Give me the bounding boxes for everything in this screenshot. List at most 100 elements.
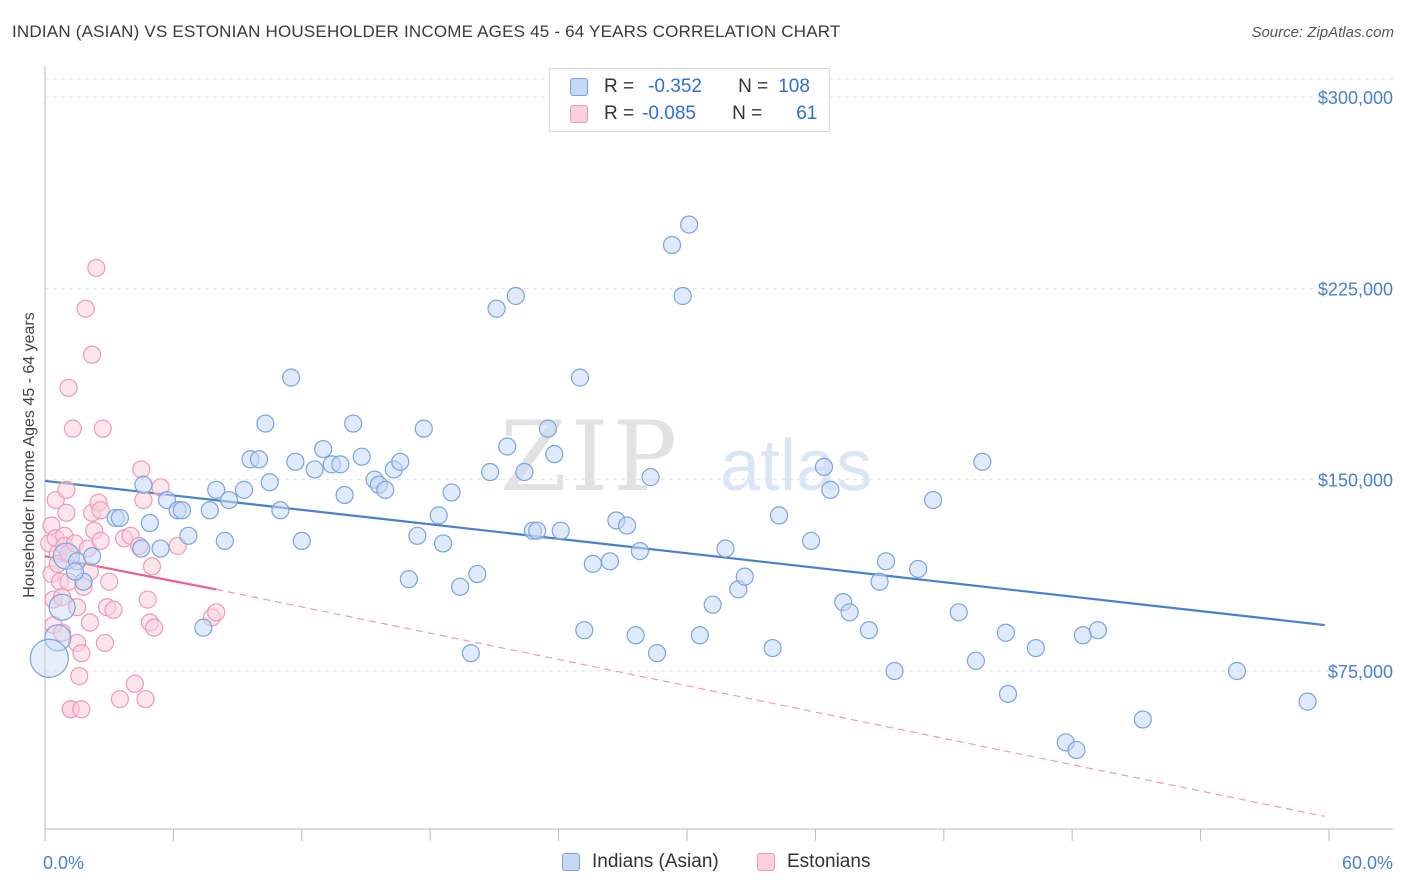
estonians-point <box>82 345 102 364</box>
indians-point <box>481 462 500 482</box>
indians-point <box>1088 621 1107 640</box>
legend-n-label: N = <box>732 103 763 124</box>
estonians-point <box>72 700 91 719</box>
indians-point <box>376 480 395 499</box>
indians-point <box>909 559 928 579</box>
estonians-trend-extension <box>216 588 1325 818</box>
indians-point <box>870 572 889 591</box>
indians-point <box>515 462 534 482</box>
bottom-legend-label: Estonians <box>787 851 871 872</box>
indians-point <box>1133 710 1152 729</box>
estonians-point <box>76 299 95 318</box>
indians-point <box>352 447 371 466</box>
indians-point <box>179 526 198 545</box>
indians-point <box>545 445 564 464</box>
indians-point <box>1026 638 1045 658</box>
indians-point <box>506 286 525 306</box>
estonians-point <box>142 557 162 576</box>
indians-point <box>716 539 735 558</box>
legend-r-value: -0.085 <box>642 103 696 124</box>
indians-point <box>662 235 682 255</box>
indians-point <box>673 286 692 306</box>
estonians-point <box>63 419 82 438</box>
indians-point <box>305 460 324 479</box>
estonians-point <box>91 501 110 520</box>
x-tick-label: 60.0% <box>1342 853 1393 873</box>
indians-point <box>215 531 234 550</box>
indians-point <box>680 215 699 234</box>
indians-point <box>641 468 660 487</box>
indians-point <box>570 368 590 387</box>
indians-point <box>973 452 992 471</box>
bottom-swatch-blue <box>562 853 580 871</box>
indians-point <box>271 501 290 520</box>
indians-point <box>966 651 986 670</box>
legend-r-label: R = <box>604 103 635 124</box>
indians-point <box>399 570 418 589</box>
indians-point <box>626 626 645 645</box>
indians-point <box>498 437 517 456</box>
y-axis-label: Householder Income Ages 45 - 64 years <box>21 312 38 598</box>
indians-point <box>840 603 859 622</box>
estonians-point <box>134 490 153 510</box>
indians-point <box>151 539 170 558</box>
indians-point <box>538 419 558 438</box>
estonians-point <box>145 618 164 637</box>
indians-point <box>344 414 363 433</box>
indians-point <box>331 455 350 474</box>
indians-point <box>630 541 650 561</box>
indians-point <box>286 452 305 471</box>
tick-labels: $75,000 $150,000 $225,000 $300,000 0.0% 60.0% <box>43 88 1393 873</box>
legend-swatch-blue <box>570 78 588 96</box>
y-tick-label: $225,000 <box>1318 279 1393 299</box>
estonians-point <box>95 633 115 653</box>
legend-n-label: N = <box>738 76 769 97</box>
indians-point <box>29 638 69 678</box>
grid-lines <box>45 78 1393 672</box>
indians-point <box>575 621 594 640</box>
indians-point <box>48 593 76 621</box>
estonians-point <box>87 258 106 278</box>
indians-point <box>234 480 254 499</box>
indians-point <box>249 450 269 469</box>
indians-point <box>65 562 85 581</box>
indians-point <box>583 554 602 573</box>
estonians-point <box>57 503 76 522</box>
estonians-point <box>72 644 91 663</box>
indians-point <box>256 414 275 433</box>
estonians-point <box>57 480 76 499</box>
indians-point <box>1067 740 1086 760</box>
indians-point <box>282 368 301 387</box>
indians-point <box>923 490 943 510</box>
estonians-point <box>138 590 157 609</box>
indians-point <box>600 552 620 571</box>
indians-point <box>82 547 102 566</box>
indians-point <box>292 531 311 550</box>
indians-point <box>110 508 130 528</box>
indians-point <box>487 299 506 318</box>
estonians-point <box>100 572 119 591</box>
indians-point <box>998 684 1018 704</box>
indians-points <box>29 215 1317 760</box>
indians-point <box>468 564 487 584</box>
estonians-point <box>207 603 226 622</box>
estonians-point <box>59 378 78 397</box>
indians-point <box>44 624 72 652</box>
indians-point <box>429 506 448 525</box>
source-label: Source: ZipAtlas.com <box>1251 24 1394 41</box>
legend-row-indians: R = -0.352 N = 108 <box>570 75 810 99</box>
indians-point <box>335 485 354 505</box>
indians-point <box>1227 661 1247 681</box>
legend-swatch-pink <box>570 105 588 123</box>
estonians-point <box>136 689 155 709</box>
indians-point <box>763 638 782 658</box>
estonians-point <box>80 613 100 632</box>
indians-point <box>735 567 754 586</box>
axes <box>44 66 1393 841</box>
legend-n-value: 61 <box>796 103 818 124</box>
indians-point <box>647 644 667 663</box>
legend-n-value: 108 <box>778 76 810 97</box>
indians-point <box>876 552 896 571</box>
indians-point <box>528 521 547 540</box>
